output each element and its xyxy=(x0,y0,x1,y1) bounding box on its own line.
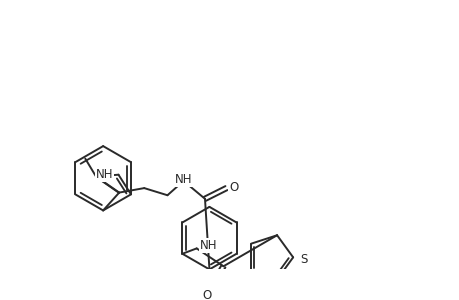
Text: O: O xyxy=(229,181,238,194)
Text: O: O xyxy=(202,289,212,300)
Text: S: S xyxy=(300,253,307,266)
Text: NH: NH xyxy=(174,173,192,186)
Text: NH: NH xyxy=(95,168,113,181)
Text: NH: NH xyxy=(200,239,217,252)
